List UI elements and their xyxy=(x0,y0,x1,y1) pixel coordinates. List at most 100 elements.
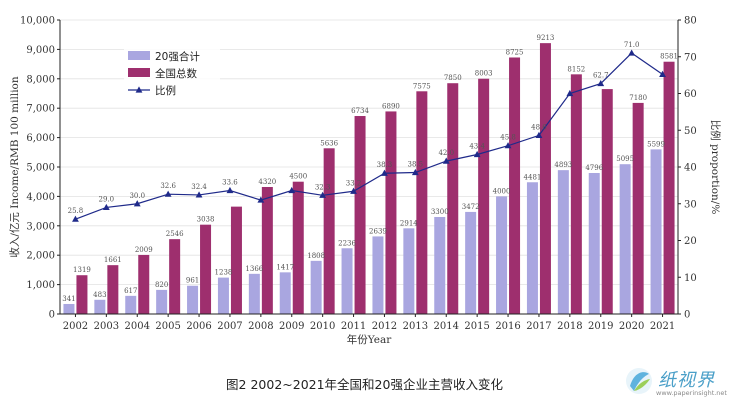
bar-top20-2013 xyxy=(403,228,415,314)
proportion-point-2010 xyxy=(319,191,327,198)
chart-line xyxy=(72,49,666,222)
x-tick-label: 2017 xyxy=(526,321,551,332)
bar-national-2006 xyxy=(200,224,212,314)
bar-top20-2020 xyxy=(619,164,631,314)
proportion-point-2004 xyxy=(133,200,141,207)
data-label: 1417 xyxy=(276,263,294,271)
data-label: 38.3 xyxy=(377,161,393,169)
proportion-point-2008 xyxy=(257,196,265,203)
left-tick-label: 5,000 xyxy=(26,163,55,174)
bar-national-2003 xyxy=(107,265,119,314)
right-tick-label: 50 xyxy=(684,126,697,137)
data-label: 38.5 xyxy=(408,161,424,169)
x-tick-label: 2006 xyxy=(186,321,211,332)
right-tick-label: 0 xyxy=(684,310,690,321)
data-label: 71.0 xyxy=(624,41,640,49)
x-tick-label: 2021 xyxy=(650,321,675,332)
data-label: 8003 xyxy=(475,70,493,78)
data-label: 4796 xyxy=(585,164,603,172)
figure-caption: 图2 2002~2021年全国和20强企业主营收入变化 xyxy=(226,377,503,392)
legend-label-1: 全国总数 xyxy=(155,67,197,80)
bar-national-2012 xyxy=(385,111,397,315)
data-label: 3038 xyxy=(197,216,215,224)
data-label: 7575 xyxy=(413,82,431,90)
data-label: 1366 xyxy=(245,265,263,273)
proportion-point-2018 xyxy=(566,89,574,97)
data-label: 9213 xyxy=(537,34,555,42)
data-label: 5599 xyxy=(647,140,665,148)
bar-national-2016 xyxy=(509,57,521,315)
data-label: 1238 xyxy=(215,269,233,277)
bar-top20-2014 xyxy=(434,216,446,314)
bar-national-2013 xyxy=(416,91,428,314)
x-tick-label: 2004 xyxy=(125,321,150,332)
chart-bars xyxy=(63,43,675,315)
proportion-line xyxy=(75,52,663,220)
left-tick-label: 6,000 xyxy=(26,133,55,144)
bar-national-2017 xyxy=(539,43,551,315)
bar-top20-2003 xyxy=(94,299,106,314)
right-tick-label: 10 xyxy=(684,273,697,284)
bar-national-2018 xyxy=(570,74,582,314)
x-tick-label: 2011 xyxy=(341,321,366,332)
data-label: 33.6 xyxy=(222,179,238,187)
bar-top20-2010 xyxy=(310,260,322,314)
data-label: 1808 xyxy=(307,252,325,260)
data-label: 2009 xyxy=(135,246,153,254)
bar-national-2011 xyxy=(354,116,366,314)
left-tick-label: 1,000 xyxy=(26,280,55,291)
data-label: 1661 xyxy=(104,256,122,264)
x-tick-label: 2008 xyxy=(248,321,273,332)
proportion-point-2011 xyxy=(350,187,357,194)
bar-top20-2009 xyxy=(279,272,291,314)
data-label: 30.0 xyxy=(129,192,145,200)
x-tick-label: 2009 xyxy=(279,321,304,332)
bar-top20-2007 xyxy=(217,277,229,314)
data-label: 4320 xyxy=(258,178,276,186)
legend-swatch-marker xyxy=(135,86,143,93)
bar-top20-2012 xyxy=(372,236,384,314)
bar-national-2019 xyxy=(601,89,613,314)
data-label: 45.8 xyxy=(500,134,516,142)
data-label: 5095 xyxy=(616,155,634,163)
bar-top20-2015 xyxy=(465,211,477,314)
x-tick-label: 2003 xyxy=(94,321,119,332)
x-tick-label: 2013 xyxy=(403,321,428,332)
data-label: 2236 xyxy=(338,239,356,247)
chart-axes: 0 1,000 2,000 3,000 4,000 5,000 6,000 7,000 8,00… xyxy=(8,16,722,347)
y-axis-left-title: 收入/亿元 Income/RMB 100 million xyxy=(8,76,21,257)
left-tick-label: 9,000 xyxy=(26,45,55,56)
data-label: 8581 xyxy=(660,53,678,61)
bar-national-2021 xyxy=(663,61,675,315)
legend-swatch-0 xyxy=(128,51,150,60)
x-tick-label: 2007 xyxy=(217,321,242,332)
x-tick-label: 2018 xyxy=(557,321,582,332)
y-axis-right-title: 比例 proportion/% xyxy=(709,120,722,215)
data-label: 483 xyxy=(93,291,106,299)
proportion-point-2021 xyxy=(659,70,666,77)
chart-gridlines xyxy=(60,19,678,315)
bar-national-2014 xyxy=(447,83,459,315)
data-label: 43.4 xyxy=(469,143,485,151)
bar-national-2010 xyxy=(323,148,335,314)
data-label: 62.7 xyxy=(593,72,609,80)
data-label: 7180 xyxy=(629,94,647,102)
proportion-point-2007 xyxy=(226,186,234,194)
data-label: 29.0 xyxy=(99,195,115,203)
data-label: 6890 xyxy=(382,102,400,110)
x-tick-label: 2019 xyxy=(588,321,613,332)
data-label: 32.4 xyxy=(191,183,207,191)
bar-national-2008 xyxy=(261,186,273,314)
bar-national-2004 xyxy=(138,254,150,314)
proportion-point-2006 xyxy=(195,191,203,198)
x-tick-label: 2020 xyxy=(619,321,644,332)
data-label: 33.2 xyxy=(346,179,362,187)
bar-top20-2016 xyxy=(496,196,508,314)
left-tick-label: 2,000 xyxy=(26,251,55,262)
bar-top20-2018 xyxy=(557,170,569,314)
data-label: 617 xyxy=(124,287,137,295)
data-label: 6734 xyxy=(351,107,369,115)
data-label: 2914 xyxy=(400,219,418,227)
bar-top20-2002 xyxy=(63,303,75,314)
x-tick-label: 2010 xyxy=(310,321,335,332)
